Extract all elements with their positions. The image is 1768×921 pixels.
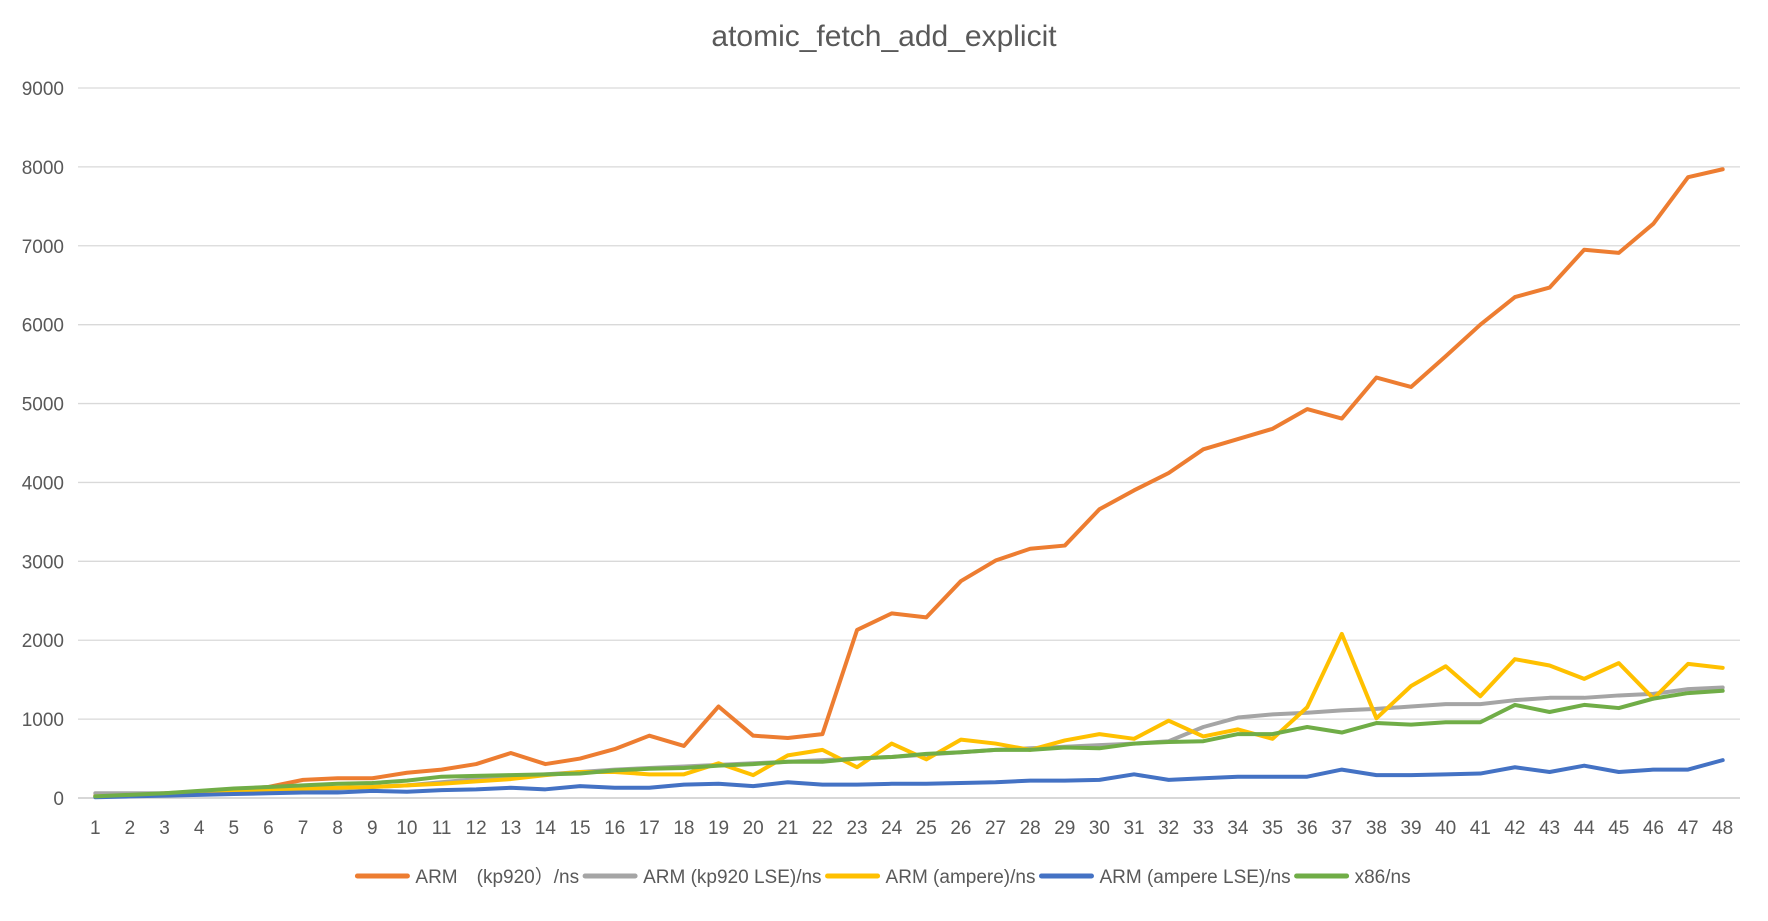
- x-tick-label: 20: [743, 818, 764, 839]
- x-tick-label: 36: [1297, 818, 1318, 839]
- x-tick-label: 21: [777, 818, 798, 839]
- y-tick-label: 9000: [22, 79, 64, 100]
- x-tick-label: 30: [1089, 818, 1110, 839]
- x-tick-label: 27: [985, 818, 1006, 839]
- x-tick-label: 7: [298, 818, 309, 839]
- x-tick-label: 2: [125, 818, 136, 839]
- series-line-2: [93, 631, 1725, 799]
- x-axis: 1 2 3 4 5 6 7 8 9 10 11 12 13 14 15 16 17 18 19 20 21 22 23 24 2…: [90, 818, 1733, 839]
- y-tick-label: 0: [53, 789, 64, 810]
- y-tick-label: 2000: [22, 631, 64, 652]
- x-tick-label: 19: [708, 818, 729, 839]
- x-tick-label: 31: [1123, 818, 1144, 839]
- series-line-4: [93, 688, 1725, 799]
- series-line-3: [93, 758, 1725, 800]
- y-tick-label: 4000: [22, 473, 64, 494]
- legend-item: ARM (kp920 LSE)/ns: [582, 867, 822, 888]
- x-tick-label: 48: [1712, 818, 1733, 839]
- legend-label: ARM (kp920 LSE)/ns: [643, 867, 821, 888]
- x-tick-label: 47: [1677, 818, 1698, 839]
- x-tick-label: 1: [90, 818, 101, 839]
- legend-label: ARM (ampere)/ns: [886, 867, 1036, 888]
- x-tick-label: 41: [1470, 818, 1491, 839]
- x-tick-label: 29: [1054, 818, 1075, 839]
- x-tick-label: 37: [1331, 818, 1352, 839]
- chart-title: atomic_fetch_add_explicit: [711, 20, 1057, 53]
- legend-item: ARM (ampere)/ns: [825, 867, 1036, 888]
- x-tick-label: 22: [812, 818, 833, 839]
- y-tick-label: 7000: [22, 237, 64, 258]
- x-tick-label: 39: [1400, 818, 1421, 839]
- legend-label: ARM (ampere LSE)/ns: [1099, 867, 1290, 888]
- x-tick-label: 26: [950, 818, 971, 839]
- x-tick-label: 25: [916, 818, 937, 839]
- x-tick-label: 15: [569, 818, 590, 839]
- x-tick-label: 3: [159, 818, 170, 839]
- y-axis: 0 1000 2000 3000 4000 5000 6000 7000 8000 9000: [22, 79, 64, 810]
- y-tick-label: 8000: [22, 158, 64, 179]
- x-tick-label: 13: [500, 818, 521, 839]
- legend-item: ARM (ampere LSE)/ns: [1038, 867, 1291, 888]
- x-tick-label: 35: [1262, 818, 1283, 839]
- x-tick-label: 34: [1227, 818, 1249, 839]
- x-tick-label: 6: [263, 818, 274, 839]
- y-tick-label: 1000: [22, 710, 64, 731]
- legend-item: x86/ns: [1294, 867, 1411, 888]
- x-tick-label: 38: [1366, 818, 1387, 839]
- x-tick-label: 9: [367, 818, 378, 839]
- x-tick-label: 43: [1539, 818, 1560, 839]
- x-tick-label: 11: [432, 818, 452, 839]
- x-tick-label: 5: [229, 818, 240, 839]
- legend: ARM (kp920）/ns ARM (kp920 LSE)/ns ARM (amp…: [354, 866, 1411, 888]
- x-tick-label: 42: [1504, 818, 1525, 839]
- x-tick-label: 45: [1608, 818, 1629, 839]
- x-tick-label: 33: [1193, 818, 1214, 839]
- x-tick-label: 12: [466, 818, 487, 839]
- x-tick-label: 4: [194, 818, 205, 839]
- x-tick-label: 8: [332, 818, 343, 839]
- x-tick-label: 24: [881, 818, 903, 839]
- x-tick-label: 14: [535, 818, 557, 839]
- grid: [78, 87, 1740, 799]
- x-tick-label: 28: [1020, 818, 1041, 839]
- x-tick-label: 17: [639, 818, 660, 839]
- x-tick-label: 44: [1574, 818, 1596, 839]
- x-tick-label: 46: [1643, 818, 1664, 839]
- legend-label: ARM (kp920）/ns: [415, 866, 579, 888]
- x-tick-label: 23: [846, 818, 867, 839]
- x-tick-label: 32: [1158, 818, 1179, 839]
- y-tick-label: 5000: [22, 395, 64, 416]
- legend-item: ARM (kp920）/ns: [354, 866, 579, 888]
- series-line-0: [93, 167, 1725, 798]
- x-tick-label: 10: [396, 818, 417, 839]
- y-tick-label: 6000: [22, 316, 64, 337]
- series-group: [93, 167, 1725, 800]
- y-tick-label: 3000: [22, 552, 64, 573]
- x-tick-label: 40: [1435, 818, 1456, 839]
- legend-label: x86/ns: [1355, 867, 1411, 888]
- x-tick-label: 16: [604, 818, 625, 839]
- x-tick-label: 18: [673, 818, 694, 839]
